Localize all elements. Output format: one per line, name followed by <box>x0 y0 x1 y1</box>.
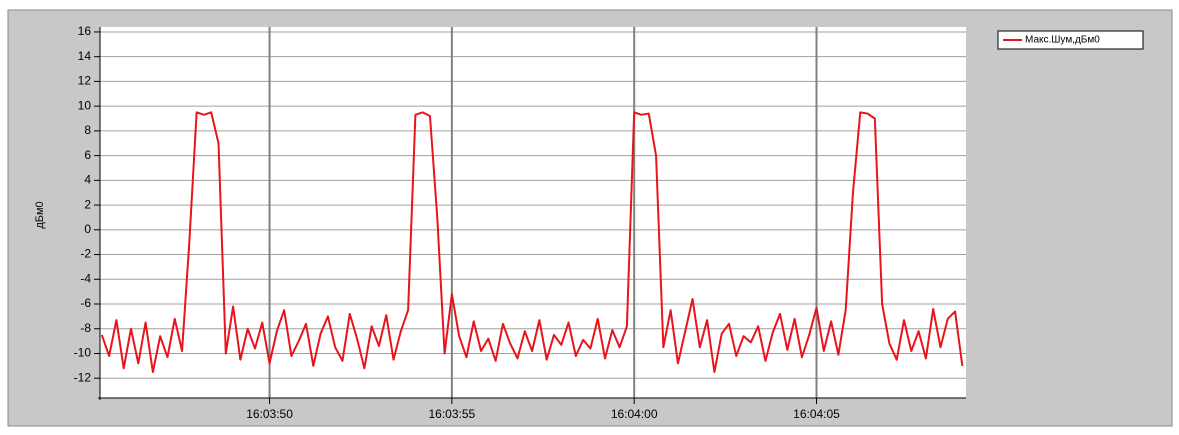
y-tick-label: 16 <box>78 24 92 38</box>
y-tick-label: 2 <box>84 197 91 211</box>
y-tick-label: 12 <box>78 74 92 88</box>
legend-box <box>997 30 1144 50</box>
y-tick-label: -4 <box>80 271 91 285</box>
legend-label: Макс.Шум,дБм0 <box>1025 35 1100 46</box>
series-line <box>100 111 964 374</box>
y-tick-label: 10 <box>78 98 92 112</box>
x-tick-label: 16:04:00 <box>611 407 658 421</box>
x-tick-label: 16:03:55 <box>429 407 476 421</box>
y-tick-label: -10 <box>74 346 92 360</box>
y-tick-label: -6 <box>80 296 91 310</box>
x-tick-label: 16:04:05 <box>793 407 840 421</box>
y-tick-label: -8 <box>80 321 91 335</box>
x-tick-label: 16:03:50 <box>246 407 293 421</box>
y-axis-label: дБм0 <box>34 201 46 228</box>
y-tick-label: 0 <box>84 222 91 236</box>
y-tick-label: 6 <box>84 148 91 162</box>
y-tick-label: 8 <box>84 123 91 137</box>
y-tick-label: 4 <box>84 173 91 187</box>
y-tick-label: -2 <box>80 247 91 261</box>
y-tick-label: -12 <box>74 370 92 384</box>
y-tick-label: 14 <box>78 49 92 63</box>
